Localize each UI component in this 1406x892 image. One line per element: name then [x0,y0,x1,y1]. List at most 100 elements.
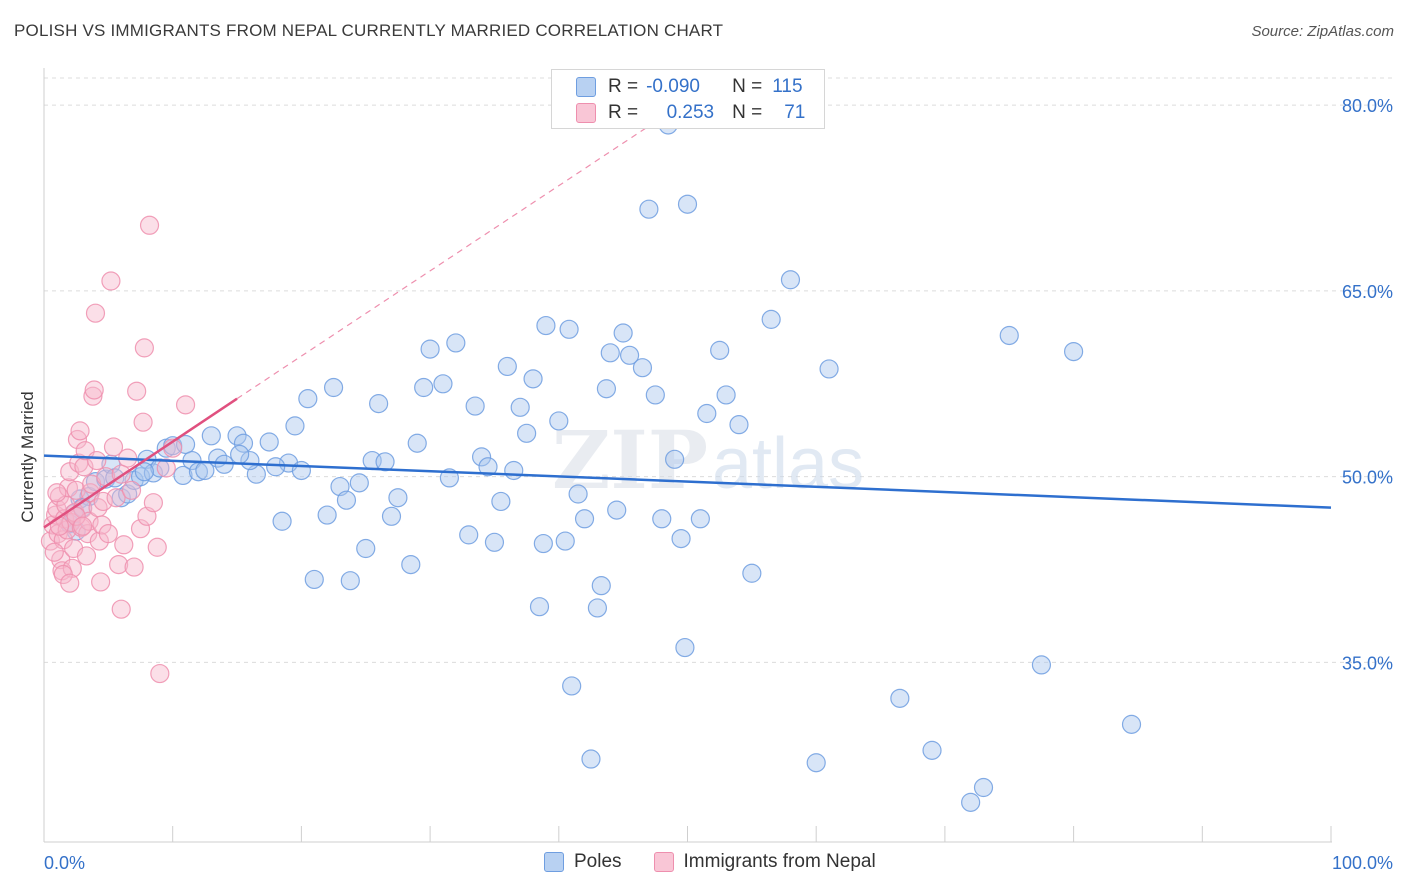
trendline-nepal-extension [236,117,663,400]
scatter-point [130,519,151,539]
legend-r-value: 0.253 [666,102,715,123]
y-tick-label: 50.0% [1342,468,1393,488]
watermark-zip: ZIP [552,413,708,507]
scatter-point [591,576,611,596]
scatter-point [420,339,440,359]
scatter-point [645,385,665,405]
scatter-point [340,571,360,591]
watermark: ZIP atlas [552,413,864,507]
scatter-point [285,416,305,436]
legend-r-label: R = [608,102,639,123]
scatter-point [890,688,910,708]
scatter-point [665,449,685,469]
scatter-point [619,345,640,365]
watermark-atlas: atlas [712,424,864,504]
scatter-point [227,426,247,446]
scatter-point [675,637,695,658]
scatter-point [639,199,659,219]
scatter-point [523,369,543,389]
scatter-point [471,447,492,467]
scatter-point [607,500,627,520]
legend-row-nepal: R = 0.253 N = 71 [576,100,805,126]
legend-swatch-nepal [653,852,674,872]
scatter-point [742,563,762,583]
scatter-point [134,462,154,482]
scatter-point [478,457,498,477]
scatter-point [806,753,826,773]
legend-n-label: N = [732,102,763,123]
trendline-poles [43,454,1332,509]
scatter-point [150,663,170,684]
scatter-point [101,271,121,291]
scatter-point [266,457,286,477]
scatter-point [697,403,717,424]
scatter-point [677,194,698,214]
scatter-point [175,395,196,415]
scatter-point [356,538,376,559]
y-tick-label: 80.0% [1342,96,1393,116]
scatter-point [44,542,64,562]
scatter-point [103,437,124,457]
scatter-point [555,531,575,551]
scatter-point [459,525,479,545]
legend-r-label: R = [608,76,639,97]
scatter-point [632,358,653,378]
scatter-point [201,426,221,446]
scatter-point [91,572,111,592]
scatter-point [147,537,167,557]
scatter-point [369,394,389,414]
scatter-point [381,506,402,526]
scatter-point [401,554,421,575]
legend-swatch-nepal [576,103,596,123]
scatter-point [349,473,369,493]
scatter-point [291,460,311,481]
scatter-point [85,303,106,323]
scatter-point [484,532,505,552]
scatter-point [961,792,981,812]
legend-swatch-poles [576,77,596,97]
legend-series: Poles Immigrants from Nepal [544,851,908,873]
scatter-point [73,516,93,536]
scatter-point [433,374,453,394]
scatter-point [491,491,511,512]
scatter-point [83,386,103,406]
legend-n-label: N = [732,76,763,97]
y-tick-label: 65.0% [1342,282,1393,302]
scatter-point [143,493,163,513]
legend-swatch-poles [544,852,564,872]
scatter-point [999,325,1019,346]
scatter-point [156,458,176,478]
scatter-point [819,359,839,379]
scatter-point [729,415,749,435]
scatter-point [549,411,569,431]
scatter-point [922,740,942,760]
scatter-point [613,323,633,343]
scatter-point [124,557,144,577]
scatter-point [259,432,279,452]
scatter-point [317,505,337,525]
trendline-nepal [43,397,238,529]
scatter-point [517,423,537,443]
legend-item-poles[interactable]: Poles [544,851,622,873]
scatter-point [710,340,730,360]
scatter-point [533,533,553,554]
scatter-point [98,524,118,544]
chart-title: POLISH VS IMMIGRANTS FROM NEPAL CURRENTL… [14,21,724,40]
scatter-point [581,749,601,769]
x-ticks [43,826,1332,842]
gridlines [44,77,1393,663]
scatter-point [562,676,582,696]
scatter-point [375,452,395,472]
scatter-point [58,478,79,498]
scatter-point [1063,341,1084,362]
scatter-point [536,315,556,336]
y-tick-labels: 35.0% 50.0% 65.0% 80.0% [1342,96,1393,673]
scatter-point [652,509,672,529]
scatter-point [173,465,193,486]
scatter-point [780,270,801,290]
scatter-point [504,460,524,481]
scatter-point [323,377,344,398]
x-tick-label-max: 100.0% [1332,853,1393,873]
legend-item-nepal[interactable]: Immigrants from Nepal [653,851,876,873]
